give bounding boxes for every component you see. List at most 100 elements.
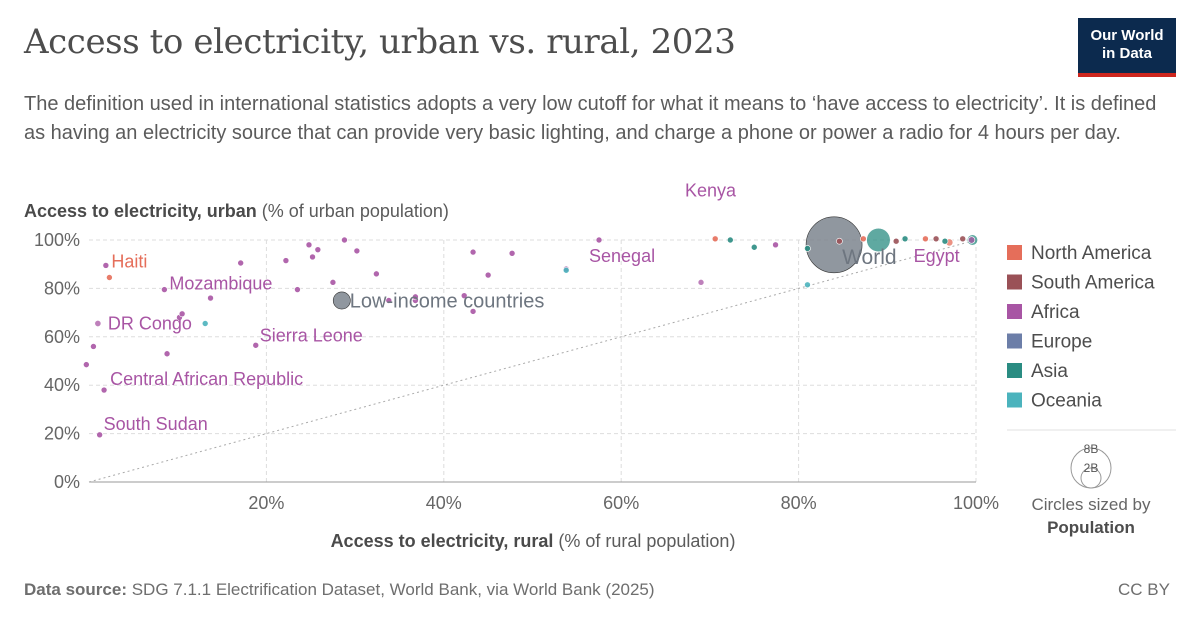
data-point: [178, 310, 186, 318]
data-point: [96, 431, 103, 439]
point-label: Kenya: [685, 180, 737, 200]
data-point: [860, 235, 867, 243]
diagonal-reference-line: [88, 239, 977, 483]
y-tick-label: 40%: [44, 375, 80, 395]
y-tick-label: 0%: [54, 472, 80, 492]
point-label: Low-income countries: [350, 291, 545, 313]
x-tick-label: 60%: [603, 493, 639, 513]
y-axis-title-bold: Access to electricity, urban: [24, 201, 257, 221]
legend-label: North America: [1031, 243, 1152, 264]
data-point: [805, 216, 863, 274]
legend-label: Asia: [1031, 361, 1068, 382]
data-point: [102, 262, 110, 269]
y-tick-label: 100%: [34, 230, 80, 250]
x-tick-label: 40%: [426, 493, 462, 513]
point-label: South Sudan: [104, 414, 208, 434]
x-axis-title-bold: Access to electricity, rural: [331, 531, 554, 551]
data-point: [106, 274, 113, 281]
data-point: [469, 248, 477, 256]
data-source-text: SDG 7.1.1 Electrification Dataset, World…: [131, 580, 655, 599]
data-point: [294, 286, 301, 293]
data-point: [469, 308, 477, 315]
y-tick-label: 60%: [44, 327, 80, 347]
legend-swatch: [1007, 304, 1022, 319]
data-point: [332, 291, 351, 310]
x-tick-label: 100%: [953, 493, 999, 513]
data-point: [697, 279, 705, 286]
data-point: [329, 279, 337, 286]
data-point: [711, 235, 719, 243]
data-source-label: Data source:: [24, 580, 127, 599]
legend-label: Africa: [1031, 302, 1080, 323]
x-tick-label: 80%: [781, 493, 817, 513]
x-axis-title-unit: (% of rural population): [553, 531, 735, 551]
legend-swatch: [1007, 392, 1022, 408]
logo-line-2: in Data: [1101, 45, 1152, 62]
data-point: [309, 253, 316, 261]
data-point: [836, 237, 843, 245]
owid-logo[interactable]: Our World in Data: [1078, 18, 1176, 77]
point-label: Mozambique: [169, 274, 272, 294]
legend-swatch: [1007, 363, 1022, 378]
data-point: [772, 241, 779, 249]
license-link[interactable]: CC BY: [1118, 580, 1170, 599]
logo-line-1: Our World: [1090, 27, 1164, 44]
data-point: [94, 320, 102, 327]
point-label: DR Congo: [108, 313, 192, 333]
legend-swatch: [1007, 333, 1022, 349]
legend-label: Europe: [1031, 332, 1092, 353]
data-point: [750, 243, 758, 251]
data-point: [353, 247, 361, 255]
data-point: [967, 236, 976, 244]
data-source: Data source: SDG 7.1.1 Electrification D…: [24, 580, 655, 600]
y-axis-title-unit: (% of urban population): [257, 201, 449, 221]
data-point: [163, 350, 171, 358]
size-legend-caption-bold: Population: [1047, 518, 1135, 537]
point-label: Haiti: [111, 252, 147, 272]
data-point: [100, 386, 108, 394]
point-label: Sierra Leone: [260, 325, 363, 345]
point-label: Senegal: [589, 246, 655, 266]
legend-swatch: [1007, 245, 1022, 260]
data-point: [373, 270, 380, 278]
legend-label: South America: [1031, 273, 1155, 294]
data-point: [595, 236, 603, 244]
size-legend-label-small: 2B: [1084, 461, 1099, 475]
size-legend-caption: Circles sized by: [1031, 495, 1151, 514]
y-tick-label: 20%: [44, 424, 80, 444]
data-point: [959, 235, 966, 243]
chart-subtitle: The definition used in international sta…: [24, 93, 1157, 144]
data-point: [508, 250, 516, 257]
data-point: [201, 320, 209, 327]
data-point: [484, 271, 492, 279]
data-point: [562, 266, 570, 274]
data-point: [901, 235, 909, 243]
data-point: [385, 297, 393, 304]
data-point: [305, 241, 313, 249]
legend-swatch: [1007, 274, 1022, 290]
data-point: [161, 286, 168, 293]
x-tick-label: 20%: [248, 493, 284, 513]
data-point: [892, 237, 900, 245]
data-point: [252, 341, 260, 349]
data-point: [866, 227, 891, 253]
data-point: [83, 361, 90, 368]
point-label: World: [842, 246, 896, 269]
data-point: [412, 293, 419, 301]
data-point: [282, 257, 290, 264]
data-point: [314, 246, 322, 253]
data-point: [941, 237, 949, 245]
x-axis-title: Access to electricity, rural (% of rural…: [331, 531, 736, 551]
point-label: Egypt: [914, 246, 960, 266]
data-point: [932, 235, 940, 243]
data-point: [804, 245, 811, 252]
data-point: [727, 236, 734, 244]
chart-title: Access to electricity, urban vs. rural, …: [24, 22, 736, 62]
data-point: [237, 259, 244, 267]
size-legend-label-large: 8B: [1084, 442, 1099, 456]
y-axis-title: Access to electricity, urban (% of urban…: [24, 201, 449, 221]
size-legend-circle-small: [1080, 467, 1102, 489]
data-point: [90, 343, 97, 350]
data-point: [922, 235, 929, 243]
legend-label: Oceania: [1031, 391, 1102, 412]
